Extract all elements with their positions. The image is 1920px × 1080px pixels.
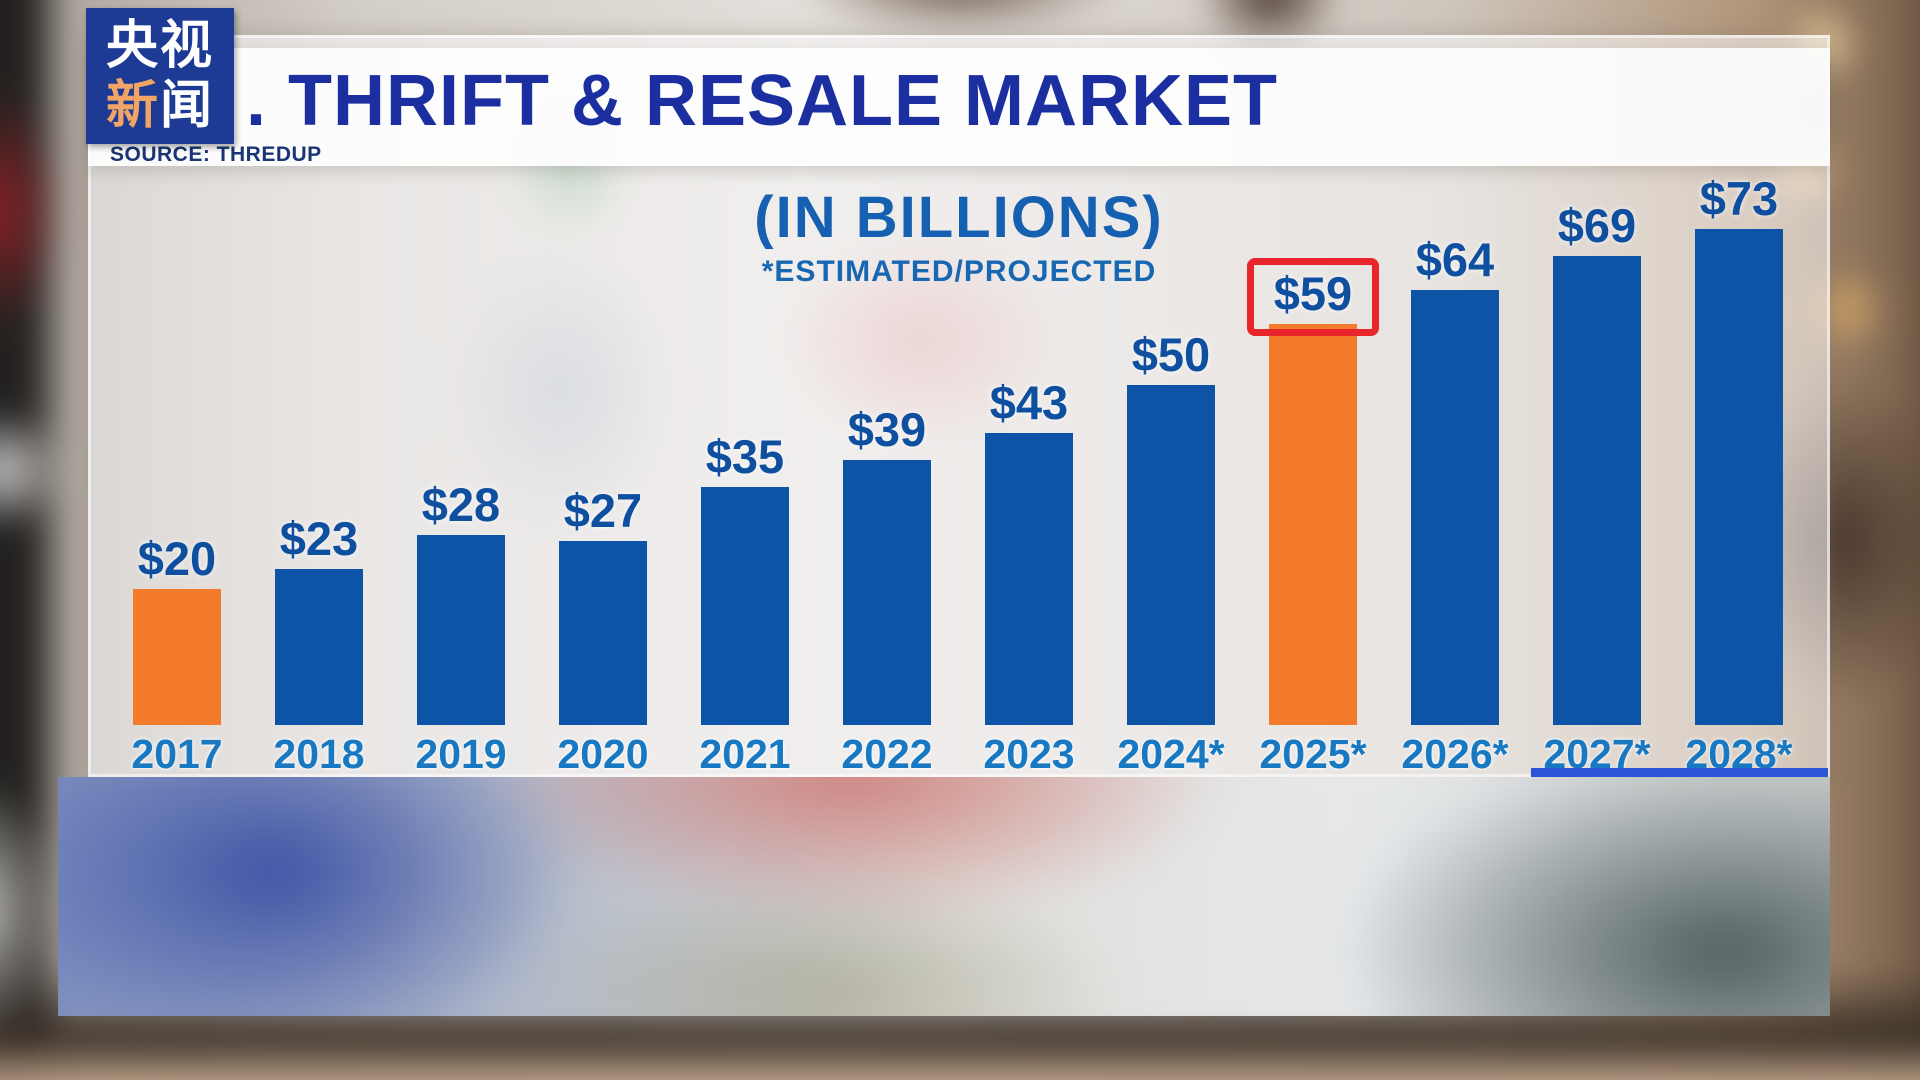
bar-value-label: $64 [1415,233,1495,286]
bar-value-label: $20 [137,532,217,585]
bar-2027* [1553,256,1641,725]
year-label: 2026* [1401,731,1509,777]
chart-units-label: (IN BILLIONS) [754,185,1164,250]
bar-2026* [1411,290,1499,725]
year-label: 2022 [841,731,933,777]
bar-value-label: $50 [1131,328,1211,381]
year-label: 2017 [131,731,223,777]
bar-2018 [275,569,363,725]
bar-2028* [1695,229,1783,725]
bar-2024* [1127,385,1215,725]
source-credit: SOURCE: THREDUP [110,143,322,166]
logo-char-xin: 新 [105,77,160,135]
bar-value-label: $39 [847,403,927,456]
title-band [88,48,1830,166]
year-label: 2025* [1259,731,1367,777]
bar-2023 [985,433,1073,725]
year-label: 2021 [699,731,791,777]
year-label: 2019 [415,731,507,777]
chart-footnote: *ESTIMATED/PROJECTED [761,255,1157,288]
cctv-news-logo: 央视 新闻 [86,8,234,144]
year-label: 2018 [273,731,365,777]
bar-value-label: $28 [421,478,501,531]
bar-value-label: $59 [1273,267,1353,320]
bar-2021 [701,487,789,725]
logo-char-wen: 闻 [160,77,215,135]
logo-line2: 新闻 [106,76,214,136]
logo-line1: 央视 [105,17,214,75]
bar-2019 [417,535,505,725]
bar-value-label: $69 [1557,199,1637,252]
bar-2020 [559,541,647,725]
lower-third-banner [58,777,1830,1016]
bar-value-label: $73 [1699,172,1779,225]
banner-paint [58,777,1830,1016]
highlight-box [1247,258,1379,336]
page-title: . THRIFT & RESALE MARKET [246,61,1278,141]
chart-heading: (IN BILLIONS) *ESTIMATED/PROJECTED [88,184,1830,289]
bar-2017 [133,589,221,725]
bar-value-label: $27 [563,484,643,537]
year-label: 2020 [557,731,649,777]
year-label: 2023 [983,731,1075,777]
year-label: 2024* [1117,731,1225,777]
bar-value-label: $43 [989,376,1069,429]
bar-2025* [1269,324,1357,725]
bar-2022 [843,460,931,725]
banner-accent-line [1531,768,1828,777]
bar-value-label: $35 [705,430,785,483]
bar-value-label: $23 [279,512,359,565]
